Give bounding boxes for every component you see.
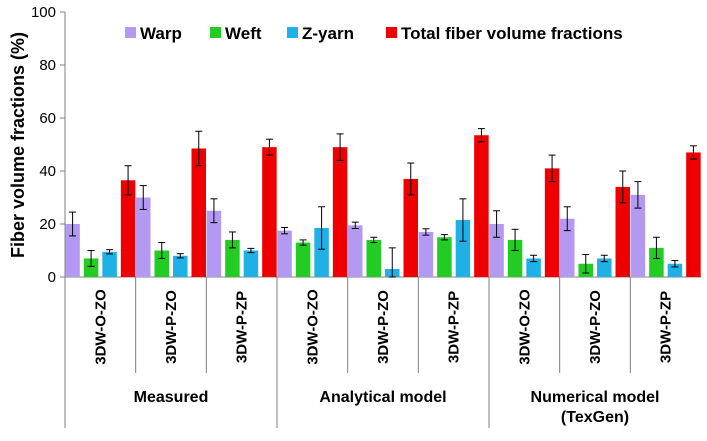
bar-total-fiber-volume-fractions <box>191 148 206 277</box>
bar-weft <box>437 237 452 277</box>
x-category-label: 3DW-O-ZO <box>516 289 533 365</box>
x-category-label: 3DW-P-ZO <box>587 290 604 364</box>
x-category-label: 3DW-P-ZP <box>658 291 675 363</box>
legend-entry: Weft <box>225 24 262 43</box>
legend-entry: Warp <box>140 24 182 43</box>
bar-z-yarn <box>455 220 471 277</box>
y-tick-label: 40 <box>39 163 56 180</box>
bar-warp <box>418 231 434 277</box>
x-category-label: 3DW-O-ZO <box>304 289 321 365</box>
bar-total-fiber-volume-fractions <box>262 147 277 277</box>
x-category-label: 3DW-P-ZO <box>375 290 392 364</box>
x-category-labels: 3DW-O-ZO 3DW-P-ZO 3DW-P-ZP 3DW-O-ZO 3DW-P-ZO… <box>92 289 674 426</box>
axes: 0 20 40 60 80 100 <box>31 4 701 428</box>
y-tick-label: 0 <box>48 269 56 286</box>
legend: Warp Weft Z-yarn Total fiber volume fractio… <box>125 24 623 43</box>
bar-warp <box>630 194 646 277</box>
group-label: Measured <box>134 389 209 406</box>
x-category-label: 3DW-O-ZO <box>92 289 109 365</box>
bar-weft <box>366 239 381 277</box>
bar-warp <box>489 224 504 277</box>
bar-total-fiber-volume-fractions <box>403 178 418 277</box>
bar-total-fiber-volume-fractions <box>615 186 630 277</box>
group-label: Analytical model <box>319 389 446 406</box>
bar-z-yarn <box>314 227 329 277</box>
legend-swatch <box>287 27 298 38</box>
bar-weft <box>295 242 311 277</box>
x-category-label: 3DW-P-ZP <box>234 291 251 363</box>
legend-entry: Total fiber volume fractions <box>401 24 623 43</box>
x-category-label: 3DW-P-ZO <box>163 290 180 364</box>
legend-swatch <box>386 27 397 38</box>
bar-z-yarn <box>173 255 188 277</box>
y-tick-label: 60 <box>39 110 56 127</box>
bar-weft <box>507 239 523 277</box>
legend-entry: Z-yarn <box>302 24 354 43</box>
group-label: (TexGen) <box>561 409 629 426</box>
bar-total-fiber-volume-fractions <box>544 168 560 277</box>
x-category-label: 3DW-P-ZP <box>446 291 463 363</box>
bar-warp <box>348 225 363 277</box>
y-tick-label: 20 <box>39 216 56 233</box>
bar-z-yarn <box>526 258 541 277</box>
bar-total-fiber-volume-fractions <box>686 152 701 277</box>
bar-warp <box>206 210 222 277</box>
bar-warp <box>65 224 80 277</box>
bars <box>65 128 701 278</box>
bar-weft <box>83 258 99 277</box>
bar-z-yarn <box>102 251 117 277</box>
bar-z-yarn <box>243 250 259 277</box>
bar-warp <box>136 197 151 277</box>
bar-total-fiber-volume-fractions <box>120 180 136 277</box>
bar-weft <box>225 239 240 277</box>
bar-weft <box>649 247 664 277</box>
y-tick-label: 100 <box>31 4 56 21</box>
bar-total-fiber-volume-fractions <box>332 147 348 277</box>
bar-total-fiber-volume-fractions <box>474 135 489 277</box>
group-label: Numerical model <box>531 389 660 406</box>
y-tick-label: 80 <box>39 57 56 74</box>
legend-swatch <box>125 27 136 38</box>
bar-z-yarn <box>597 258 612 277</box>
bar-weft <box>154 250 169 277</box>
bar-warp <box>277 230 292 277</box>
y-axis-label: Fiber volume fractions (%) <box>8 32 28 258</box>
bar-warp <box>560 218 575 277</box>
bar-z-yarn <box>667 263 683 277</box>
legend-swatch <box>210 27 221 38</box>
